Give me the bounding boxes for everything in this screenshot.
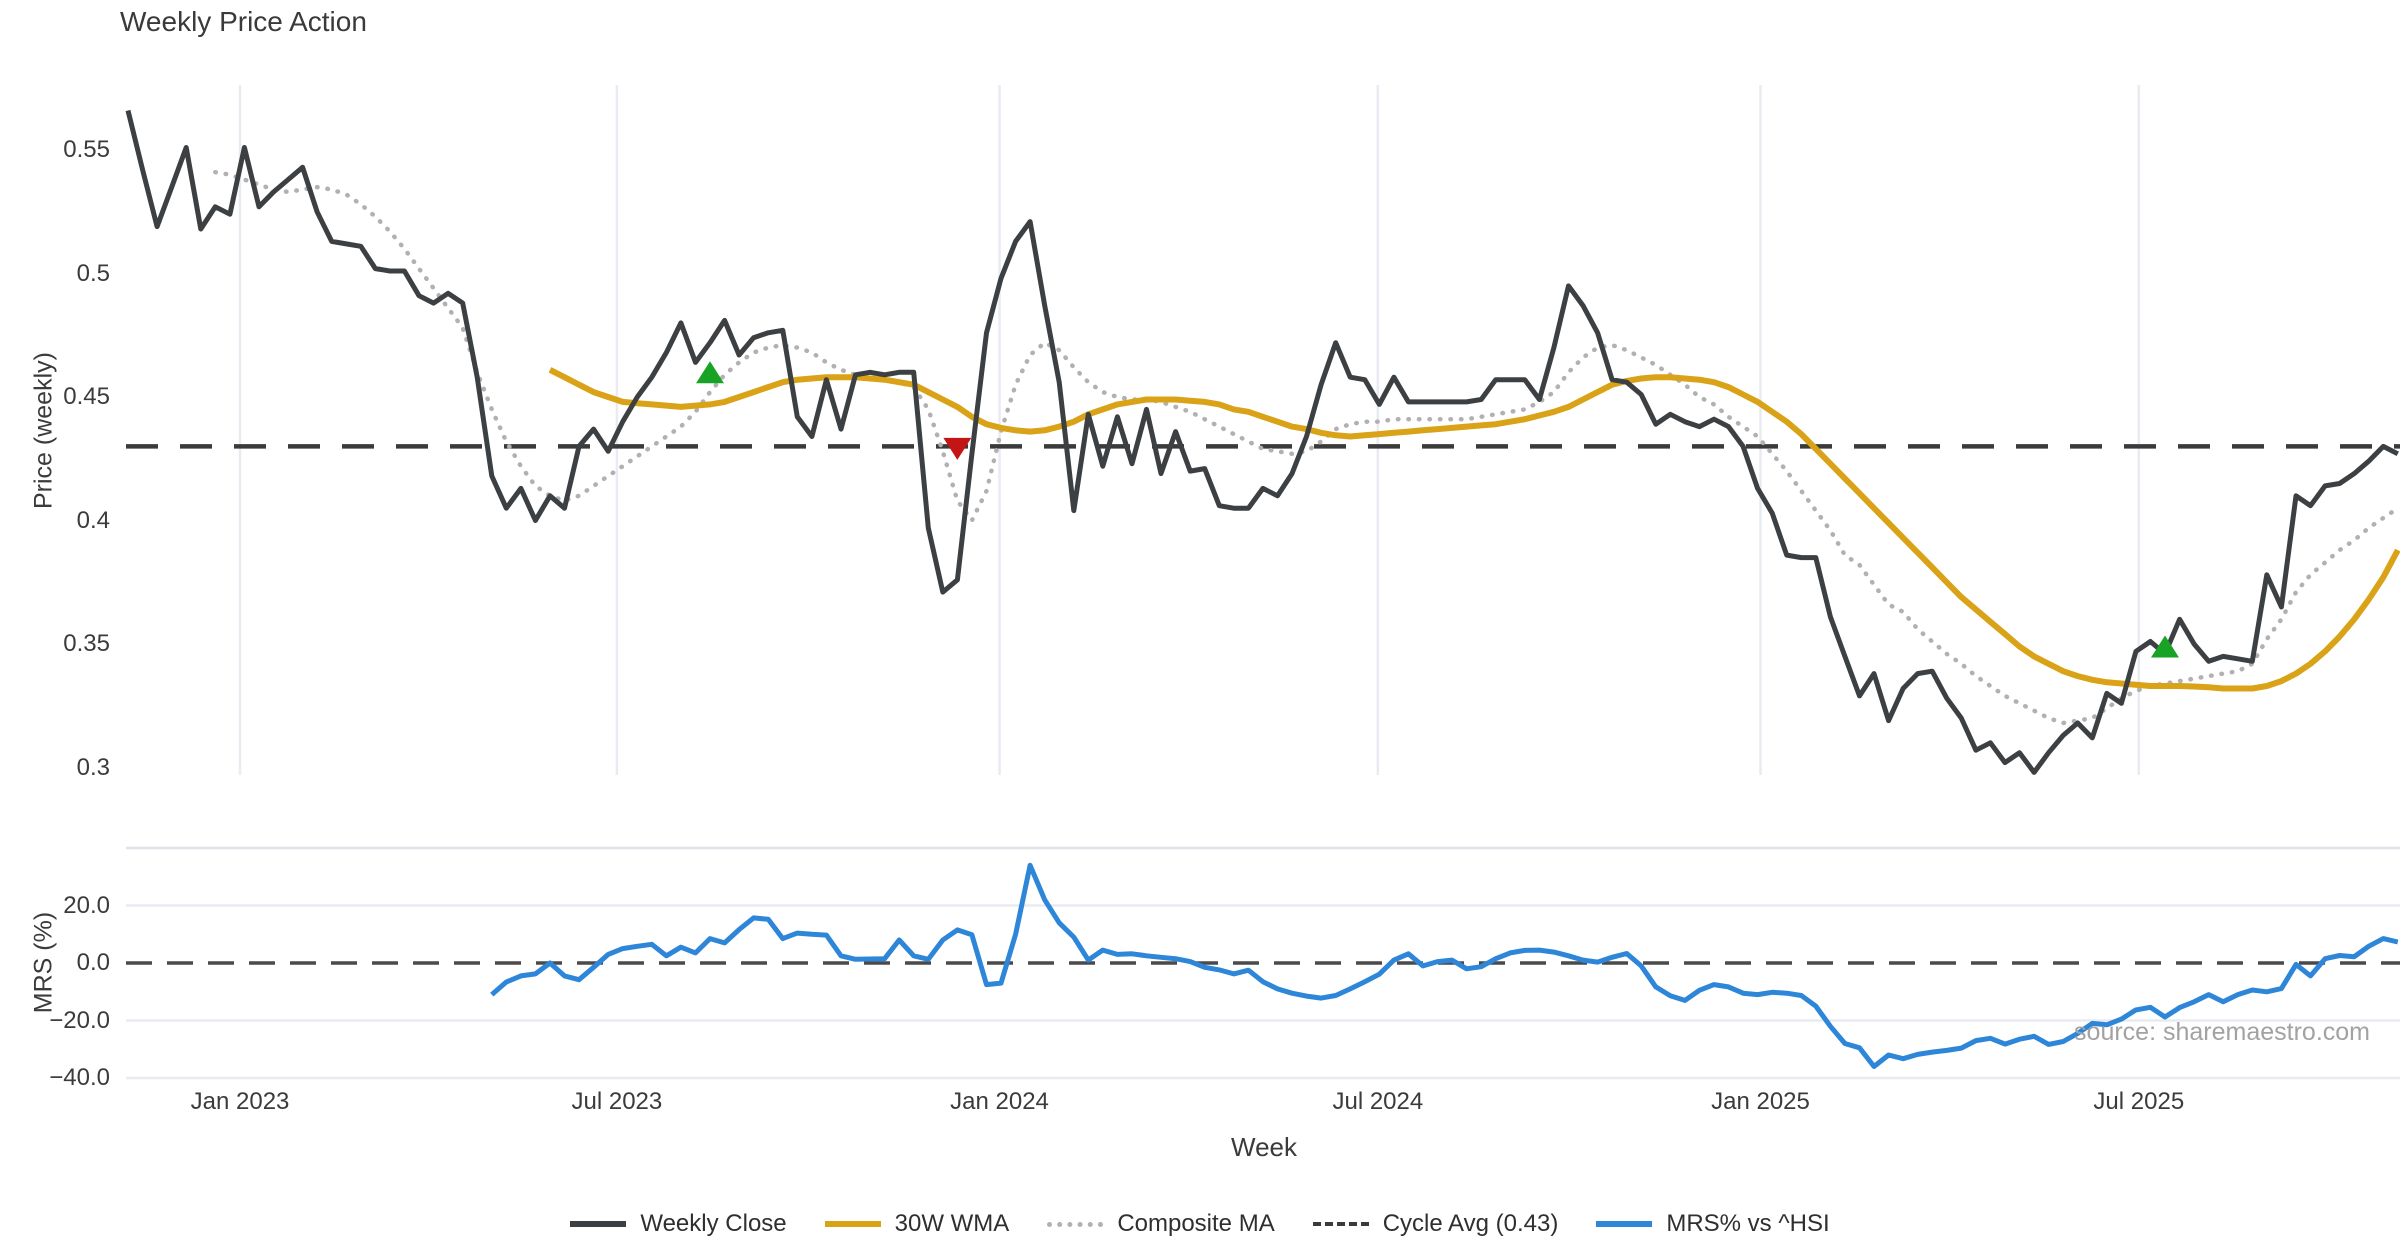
mrs-ytick-label: 20.0 bbox=[63, 891, 110, 919]
x-tick-label: Jan 2024 bbox=[950, 1088, 1049, 1115]
sell-marker bbox=[943, 437, 972, 460]
legend-label: MRS% vs ^HSI bbox=[1666, 1210, 1830, 1237]
legend-label: Composite MA bbox=[1117, 1210, 1275, 1237]
x-tick-label: Jul 2025 bbox=[2093, 1088, 2185, 1115]
legend-solid-line-icon bbox=[1596, 1221, 1653, 1227]
weekly-close-line bbox=[125, 109, 2399, 775]
legend-label: Weekly Close bbox=[640, 1210, 787, 1237]
wma-line bbox=[548, 367, 2400, 692]
legend-item: Composite MA bbox=[1047, 1210, 1275, 1238]
mrs-line bbox=[490, 862, 2399, 1069]
legend-label: Cycle Avg (0.43) bbox=[1382, 1210, 1559, 1237]
legend-dotted-line-icon bbox=[1047, 1221, 1104, 1227]
buy-marker bbox=[696, 361, 724, 384]
legend: Weekly Close 30W WMA Composite MA Cycle Avg… bbox=[0, 1210, 2400, 1238]
price-ytick-label: 0.45 bbox=[63, 383, 110, 410]
source-watermark: source: sharemaestro.com bbox=[2074, 1018, 2370, 1046]
mrs-ytick-label: −20.0 bbox=[49, 1006, 110, 1034]
legend-item: Cycle Avg (0.43) bbox=[1312, 1210, 1559, 1238]
legend-solid-line-icon bbox=[570, 1221, 627, 1227]
mrs-ytick-label: −40.0 bbox=[49, 1064, 110, 1091]
buy-marker bbox=[2151, 635, 2179, 658]
composite-ma-line bbox=[213, 169, 2400, 726]
x-tick-label: Jul 2024 bbox=[1332, 1088, 1424, 1115]
price-ytick-label: 0.55 bbox=[63, 136, 110, 163]
x-tick-label: Jul 2023 bbox=[571, 1088, 663, 1115]
legend-solid-line-icon bbox=[824, 1221, 881, 1227]
price-ytick-label: 0.4 bbox=[76, 506, 110, 534]
legend-label: 30W WMA bbox=[894, 1210, 1010, 1237]
x-tick-label: Jan 2025 bbox=[1711, 1088, 1810, 1115]
legend-item: MRS% vs ^HSI bbox=[1596, 1210, 1830, 1238]
price-ytick-label: 0.35 bbox=[63, 630, 110, 657]
legend-item: Weekly Close bbox=[570, 1210, 787, 1238]
price-axis-label: Price (weekly) bbox=[29, 352, 58, 509]
x-tick-label: Jan 2023 bbox=[190, 1088, 290, 1115]
chart-title: Weekly Price Action bbox=[120, 6, 367, 37]
price-ytick-label: 0.5 bbox=[76, 259, 110, 287]
legend-dashed-line-icon bbox=[1312, 1222, 1369, 1226]
price-ytick-label: 0.3 bbox=[76, 753, 110, 781]
mrs-ytick-label: 0.0 bbox=[76, 949, 110, 976]
legend-item: 30W WMA bbox=[824, 1210, 1010, 1238]
x-axis-label: Week bbox=[1231, 1132, 1297, 1162]
